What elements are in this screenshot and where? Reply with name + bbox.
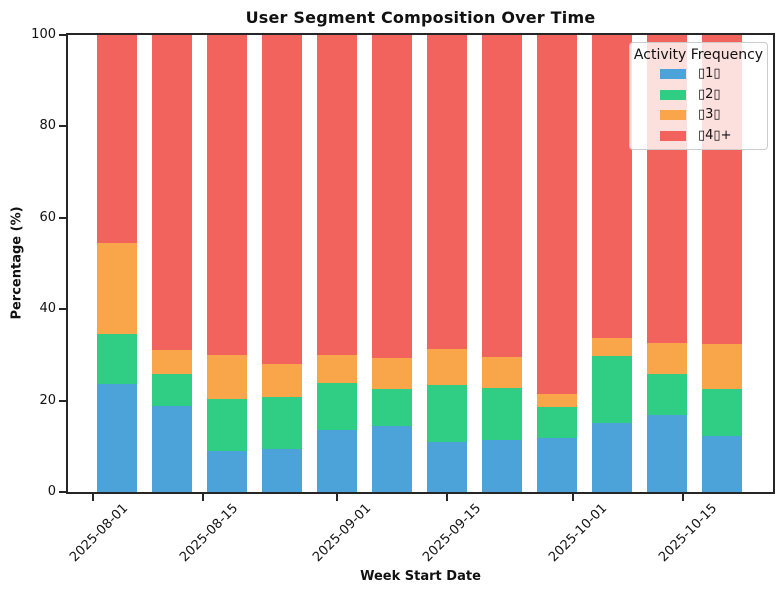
bar-segment-series-1 [206,451,247,492]
bar-segment-series-2 [701,388,742,436]
bar-week-2025-08-11 [151,35,192,492]
bar-week-2025-10-06 [591,35,632,492]
legend-entry: ▯3▯ [630,105,767,126]
bar-segment-series-3 [371,358,412,390]
bar-segment-series-2 [536,407,577,439]
bar-segment-series-2 [96,334,137,385]
x-tick-label: 2025-10-15 [656,501,721,566]
bar-segment-series-1 [316,429,357,492]
y-tick-label: 40 [39,301,56,317]
y-tick-mark [59,34,66,36]
bar-segment-series-1 [261,449,302,492]
x-axis-label: Week Start Date [360,569,481,584]
plot-area: Activity Frequency ▯1▯ ▯2▯ ▯3▯ ▯4▯+ [66,33,775,494]
y-tick-mark [59,399,66,402]
y-tick-mark [59,491,66,493]
legend-entry: ▯2▯ [630,85,767,106]
bar-segment-series-1 [96,384,137,492]
bar-segment-series-1 [426,441,467,492]
bar-segment-series-4 [316,35,357,355]
y-tick-label: 20 [39,392,56,408]
legend-label: ▯2▯ [698,86,721,102]
legend-swatch-icon [660,69,686,80]
bar-week-2025-08-18 [206,35,247,492]
bar-segment-series-1 [701,435,742,492]
bar-segment-series-4 [481,35,522,357]
bar-segment-series-2 [151,373,192,407]
bar-week-2025-09-15 [426,35,467,492]
bar-segment-series-3 [481,356,522,389]
x-tick-mark [571,494,574,501]
bar-segment-series-1 [371,425,412,492]
bar-segment-series-3 [536,393,577,408]
bar-week-2025-09-29 [536,35,577,492]
x-tick-mark [92,494,95,501]
bar-week-2025-09-22 [481,35,522,492]
y-tick-mark [59,125,66,128]
bar-segment-series-2 [206,398,247,452]
bar-week-2025-09-08 [371,35,412,492]
bar-segment-series-1 [151,406,192,492]
legend-label: ▯4▯+ [698,127,732,143]
bar-segment-series-2 [646,374,687,415]
bar-week-2025-09-01 [316,35,357,492]
bar-segment-series-2 [481,388,522,440]
legend-entry: ▯1▯ [630,64,767,85]
legend-label: ▯1▯ [698,66,721,82]
legend-swatch-icon [660,89,686,100]
x-tick-mark [681,494,684,501]
bar-segment-series-1 [646,414,687,492]
bar-segment-series-4 [261,35,302,365]
bar-segment-series-3 [206,354,247,399]
bar-segment-series-3 [646,343,687,375]
bar-week-2025-08-04 [96,35,137,492]
bar-segment-series-4 [96,35,137,243]
bar-week-2025-08-25 [261,35,302,492]
bar-segment-series-4 [591,35,632,339]
bar-segment-series-3 [426,349,467,386]
legend-entry: ▯4▯+ [630,126,767,147]
bar-segment-series-4 [426,35,467,350]
bar-segment-series-2 [316,382,357,430]
y-tick-mark [59,216,66,219]
y-tick-label: 80 [39,118,56,134]
bar-segment-series-1 [591,422,632,492]
y-tick-label: 100 [31,27,56,42]
bar-segment-series-3 [261,364,302,398]
x-tick-mark [445,494,448,501]
bar-segment-series-4 [206,35,247,355]
bar-segment-series-2 [371,389,412,426]
bar-segment-series-2 [426,385,467,442]
y-tick-mark [59,308,66,311]
chart-title: User Segment Composition Over Time [245,8,596,27]
x-tick-mark [335,494,338,501]
bar-segment-series-4 [151,35,192,350]
legend-swatch-icon [660,130,686,141]
bar-segment-series-1 [536,438,577,492]
y-tick-label: 60 [39,209,56,225]
bar-segment-series-1 [481,439,522,492]
bar-segment-series-2 [261,397,302,450]
legend: Activity Frequency ▯1▯ ▯2▯ ▯3▯ ▯4▯+ [629,42,768,150]
legend-swatch-icon [660,110,686,121]
bar-segment-series-3 [701,343,742,389]
bar-segment-series-4 [536,35,577,394]
legend-title: Activity Frequency [633,47,764,63]
bar-segment-series-2 [591,355,632,423]
legend-label: ▯3▯ [698,107,721,123]
x-tick-label: 2025-09-01 [310,501,375,566]
x-tick-label: 2025-10-01 [546,501,611,566]
x-tick-mark [202,494,205,501]
bar-segment-series-4 [371,35,412,359]
bar-segment-series-3 [96,242,137,335]
bar-segment-series-3 [316,354,357,383]
y-tick-label: 0 [47,484,56,499]
x-tick-label: 2025-09-15 [420,501,485,566]
x-tick-label: 2025-08-01 [66,501,131,566]
bar-segment-series-3 [591,338,632,356]
x-tick-label: 2025-08-15 [176,501,241,566]
bar-segment-series-3 [151,349,192,374]
